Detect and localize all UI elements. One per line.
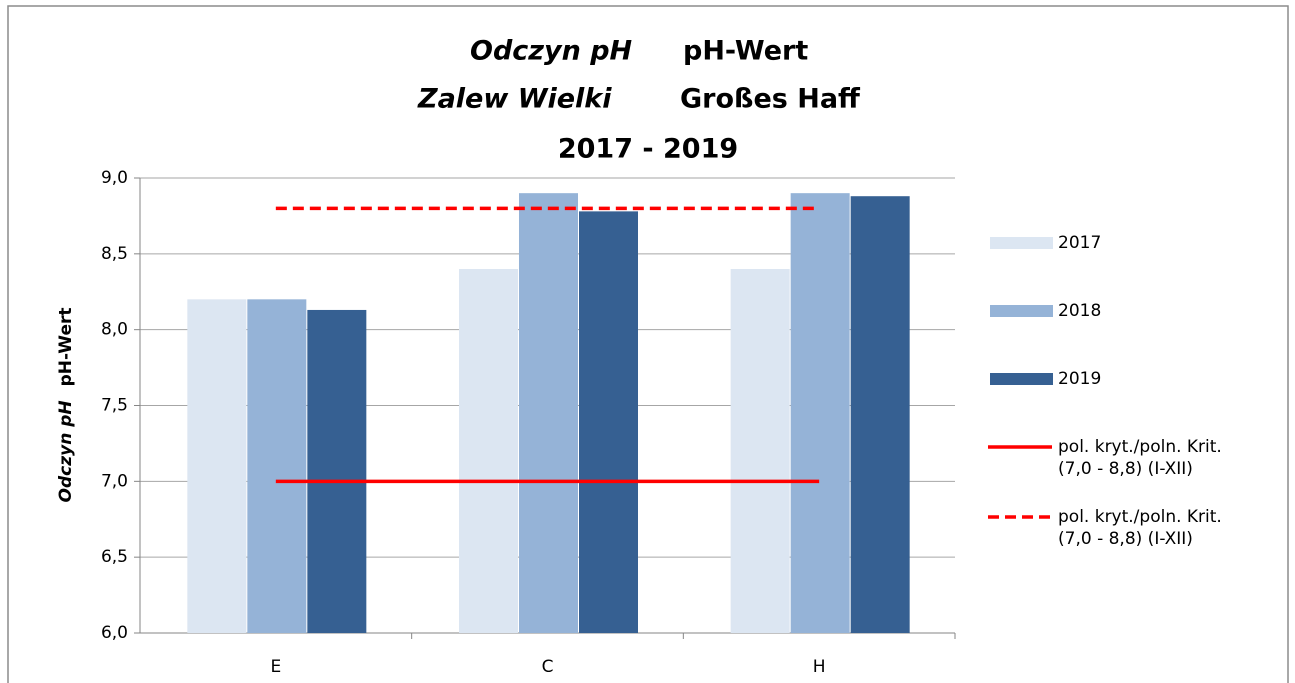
- bar: [187, 299, 247, 633]
- legend-label: 2019: [1058, 369, 1101, 389]
- bar: [579, 211, 638, 633]
- legend-label: pol. kryt./poln. Krit. (7,0 - 8,8) (I-XII…: [1058, 507, 1222, 549]
- y-axis-label-pl: Odczyn pH: [56, 400, 76, 502]
- y-axis-label: Odczyn pH pH-Wert: [56, 308, 76, 503]
- bar: [790, 193, 850, 633]
- y-axis-label-de: pH-Wert: [56, 308, 76, 387]
- y-tick-label: 7,0: [101, 471, 128, 491]
- legend-label: 2017: [1058, 233, 1101, 253]
- legend-label: 2018: [1058, 301, 1101, 321]
- chart-title: pH-Wert: [683, 36, 808, 67]
- y-tick-label: 6,5: [101, 547, 128, 567]
- x-tick-label: H: [813, 657, 826, 677]
- chart-title: Odczyn pH: [470, 36, 633, 67]
- chart-title: Zalew Wielki: [417, 84, 612, 115]
- y-tick-label: 9,0: [101, 168, 128, 188]
- bar: [247, 299, 307, 633]
- bar: [459, 269, 518, 633]
- legend-swatch: [990, 305, 1053, 317]
- y-tick-label: 8,5: [101, 244, 128, 264]
- x-tick-label: C: [542, 657, 554, 677]
- bar: [307, 309, 367, 633]
- x-tick-label: E: [270, 657, 281, 677]
- legend-swatch: [990, 373, 1053, 385]
- bar: [519, 193, 578, 633]
- y-tick-label: 7,5: [101, 396, 128, 416]
- bar: [850, 196, 910, 633]
- bar: [730, 269, 790, 633]
- y-tick-label: 8,0: [101, 320, 128, 340]
- y-tick-label: 6,0: [101, 623, 128, 643]
- chart-title: Großes Haff: [680, 84, 861, 115]
- chart-subtitle: 2017 - 2019: [558, 134, 738, 165]
- legend-label: pol. kryt./poln. Krit. (7,0 - 8,8) (I-XII…: [1058, 437, 1222, 479]
- legend-swatch: [990, 237, 1053, 249]
